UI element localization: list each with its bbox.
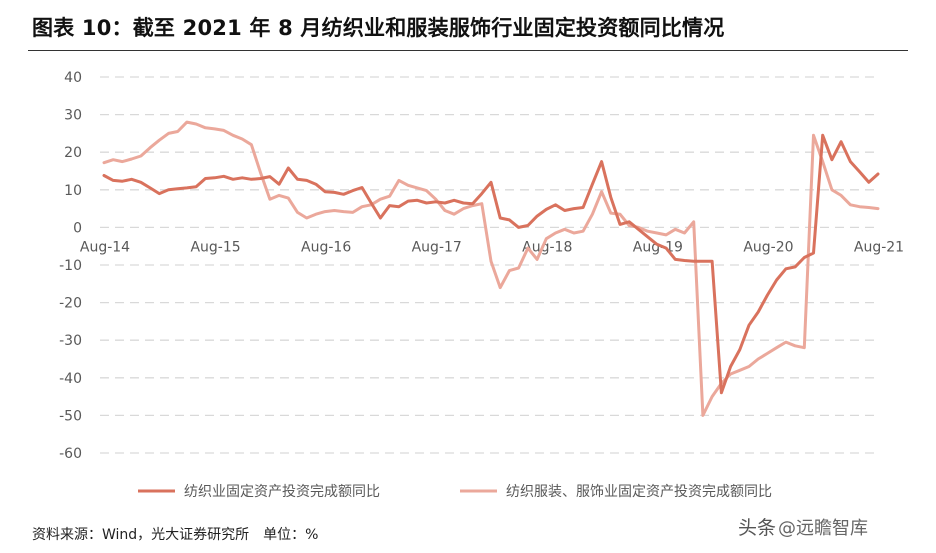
legend-label-textile: 纺织业固定资产投资完成额同比 (184, 484, 380, 500)
series-line-textile (102, 133, 880, 395)
x-tick-label: Aug-15 (190, 239, 240, 255)
chart-title: 图表 10：截至 2021 年 8 月纺织业和服装服饰行业固定投资额同比情况 (32, 16, 725, 40)
series-layer (102, 120, 880, 417)
y-tick-label: 20 (64, 145, 82, 161)
y-tick-label: -60 (59, 446, 82, 462)
y-tick-label: -10 (59, 258, 82, 274)
y-tick-label: 30 (64, 108, 82, 124)
legend: 纺织业固定资产投资完成额同比 纺织服装、服饰业固定资产投资完成额同比 (138, 484, 772, 500)
y-tick-label: 0 (73, 220, 82, 236)
axis-layer: 40 30 20 10 0 -10 -20 -30 -40 -50 -60 Aug-14 Aug-15 A… (59, 70, 904, 462)
watermark: 头条 @远瞻智库 (738, 513, 868, 540)
legend-label-apparel: 纺织服装、服饰业固定资产投资完成额同比 (506, 484, 772, 500)
title-divider (28, 50, 908, 51)
y-tick-label: -50 (59, 408, 82, 424)
x-tick-label: Aug-18 (522, 239, 572, 255)
x-tick-label: Aug-16 (301, 239, 351, 255)
x-tick-label: Aug-19 (633, 239, 683, 255)
x-tick-label: Aug-17 (412, 239, 462, 255)
watermark-handle: @远瞻智库 (778, 518, 869, 539)
y-tick-label: -30 (59, 333, 82, 349)
y-tick-label: 40 (64, 70, 82, 86)
x-tick-label: Aug-21 (854, 239, 904, 255)
source-note: 资料来源：Wind，光大证券研究所 单位：% (32, 527, 319, 543)
grid-layer (100, 76, 880, 454)
y-tick-label: -20 (59, 296, 82, 312)
x-tick-label: Aug-20 (743, 239, 793, 255)
watermark-brand: 头条 (738, 517, 777, 539)
x-tick-label: Aug-14 (80, 239, 130, 255)
y-tick-label: 10 (64, 183, 82, 199)
series-line-apparel (102, 120, 880, 417)
y-tick-label: -40 (59, 371, 82, 387)
